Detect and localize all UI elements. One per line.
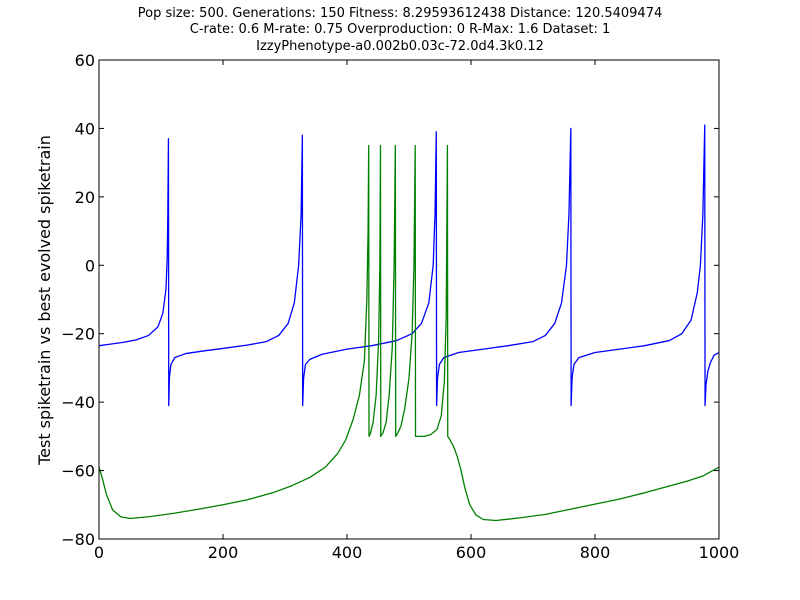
x-tick-label: 200 [208,543,239,562]
y-tick-label: 0 [85,256,95,275]
x-tick-label: 600 [456,543,487,562]
y-tick-label: −20 [61,325,95,344]
plot-area [99,124,719,522]
y-tick-label: −60 [61,462,95,481]
y-tick-label: −40 [61,393,95,412]
x-tick-label: 400 [332,543,363,562]
y-axis: −80 −60 −40 −20 0 20 40 60 [61,51,719,549]
chart-title-line-2: C-rate: 0.6 M-rate: 0.75 Overproduction:… [189,22,611,37]
series-line-2 [99,144,719,522]
x-tick-label: 800 [580,543,611,562]
series-line-1 [99,124,719,407]
chart-title-line-3: IzzyPhenotype-a0.002b0.03c-72.0d4.3k0.12 [256,39,544,54]
x-axis: 0 200 400 600 800 1000 [94,60,739,562]
y-tick-label: 60 [75,51,95,70]
y-tick-label: 20 [75,188,95,207]
y-tick-label: 40 [75,119,95,138]
x-tick-label: 0 [94,543,104,562]
chart-title-line-1: Pop size: 500. Generations: 150 Fitness:… [137,6,663,21]
y-tick-label: −80 [61,530,95,549]
y-axis-label: Test spiketrain vs best evolved spiketra… [35,135,54,466]
x-tick-label: 1000 [699,543,740,562]
plot-frame [98,59,720,540]
